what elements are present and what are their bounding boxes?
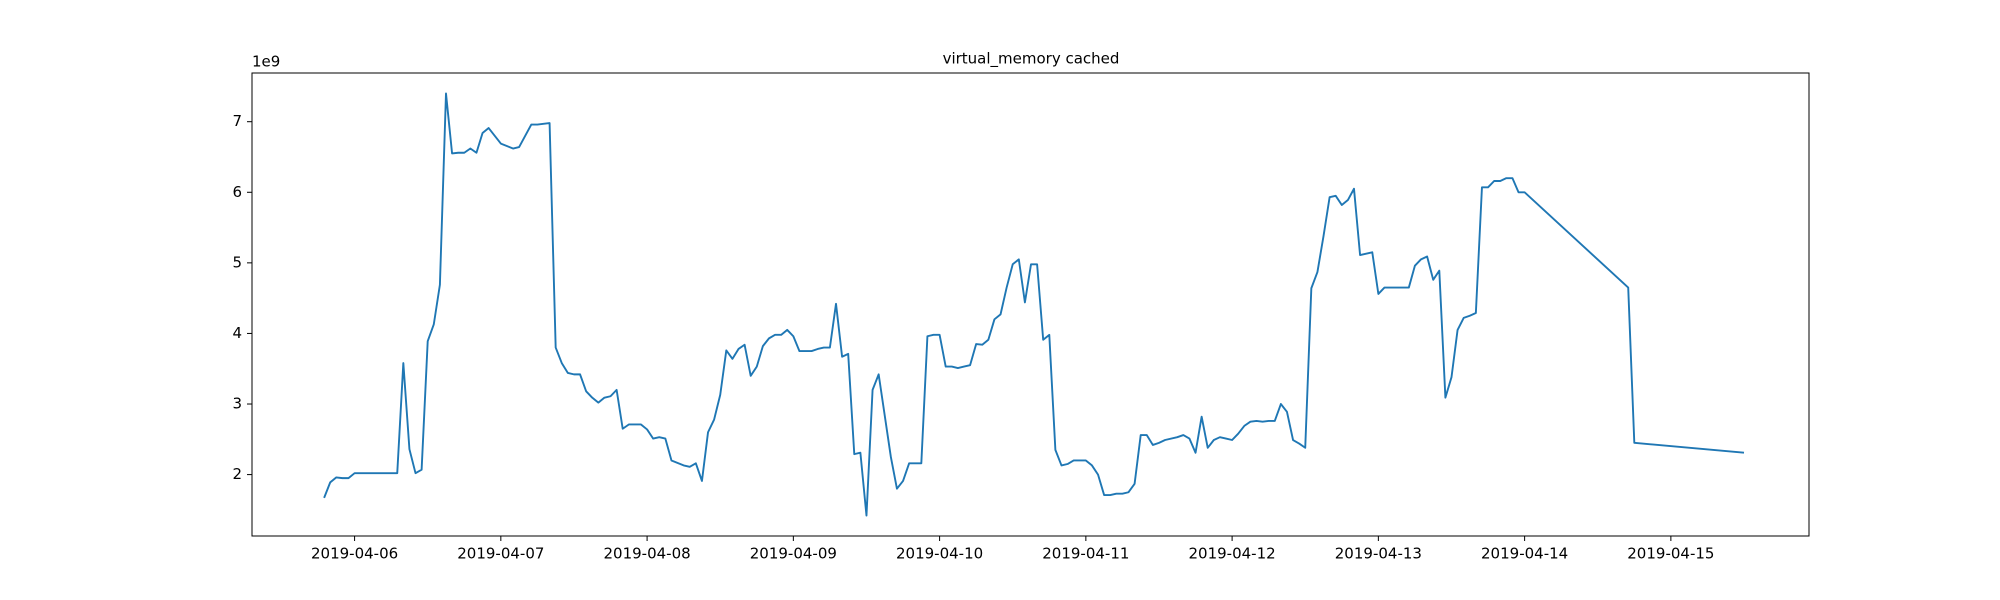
x-tick-label: 2019-04-11	[1042, 545, 1129, 563]
y-tick-label: 7	[232, 112, 242, 130]
x-tick-label: 2019-04-12	[1189, 545, 1276, 563]
data-line	[323, 92, 1745, 517]
y-tick-label: 3	[232, 395, 242, 413]
y-tick-label: 5	[232, 253, 242, 271]
x-tick-label: 2019-04-09	[750, 545, 837, 563]
chart-title: virtual_memory cached	[943, 50, 1120, 69]
y-offset-label: 1e9	[252, 53, 280, 71]
x-tick-label: 2019-04-07	[457, 545, 544, 563]
x-tick-label: 2019-04-10	[896, 545, 983, 563]
y-tick-label: 2	[232, 465, 242, 483]
x-tick-label: 2019-04-15	[1627, 545, 1714, 563]
y-tick-label: 6	[232, 183, 242, 201]
x-tick-label: 2019-04-13	[1335, 545, 1422, 563]
x-tick-label: 2019-04-08	[603, 545, 690, 563]
x-tick-label: 2019-04-14	[1481, 545, 1568, 563]
x-tick-label: 2019-04-06	[311, 545, 398, 563]
y-tick-label: 4	[232, 324, 242, 342]
axes-frame	[251, 72, 1810, 537]
